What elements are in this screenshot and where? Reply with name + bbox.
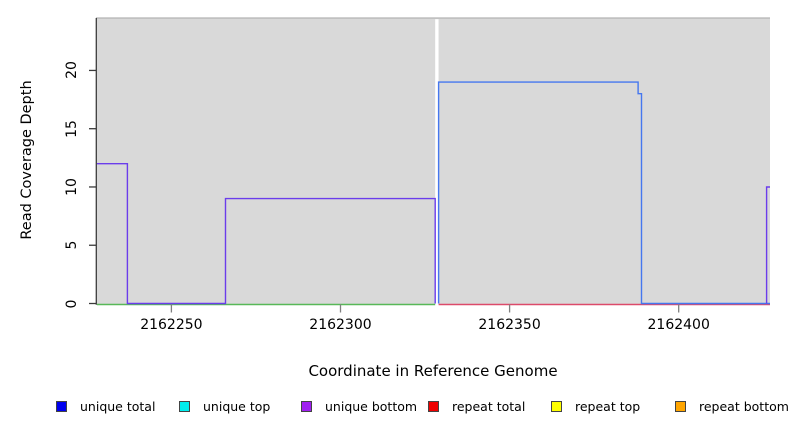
legend-item-repeat-bottom: repeat bottom [675, 398, 789, 414]
plot-panel-background [97, 18, 770, 305]
legend-swatch-icon [428, 400, 439, 412]
legend-swatch-icon [675, 400, 686, 412]
legend-item-repeat-total: repeat total [428, 398, 525, 414]
x-tick-label: 2162300 [309, 317, 372, 333]
legend-label: repeat top [575, 398, 641, 414]
series-line-unique-bottom-purple-left [97, 162, 436, 305]
legend-label: unique top [203, 398, 271, 414]
y-tick-label: 10 [64, 178, 80, 196]
y-tick-label: 15 [64, 119, 80, 138]
legend-swatch-icon [301, 400, 312, 412]
y-tick-label: 0 [64, 299, 80, 308]
legend-swatch-icon [56, 400, 67, 412]
coverage-gap-region [435, 19, 439, 305]
legend-label: repeat total [452, 398, 526, 414]
y-axis-title: Read Coverage Depth [19, 80, 35, 240]
series-line-unique-bottom-purple-right-edge [765, 186, 770, 304]
legend-label: unique bottom [325, 398, 418, 414]
legend-item-unique-bottom: unique bottom [301, 398, 417, 414]
y-tick-label: 5 [64, 240, 80, 250]
y-tick-label: 20 [64, 61, 80, 80]
legend-item-unique-top: unique top [179, 398, 270, 414]
x-tick-label: 2162400 [647, 317, 710, 333]
x-tick-label: 2162350 [478, 317, 541, 333]
legend: unique total unique top unique bottom repea… [0, 398, 792, 418]
series-line-unique-total-blue [437, 81, 770, 305]
legend-item-repeat-top: repeat top [551, 398, 640, 414]
legend-swatch-icon [179, 400, 190, 412]
x-axis-title: Coordinate in Reference Genome [308, 362, 558, 380]
legend-item-unique-total: unique total [56, 398, 155, 414]
legend-label: repeat bottom [699, 398, 789, 414]
x-tick-label: 2162250 [140, 317, 203, 333]
legend-label: unique total [80, 398, 156, 414]
legend-swatch-icon [551, 400, 562, 412]
